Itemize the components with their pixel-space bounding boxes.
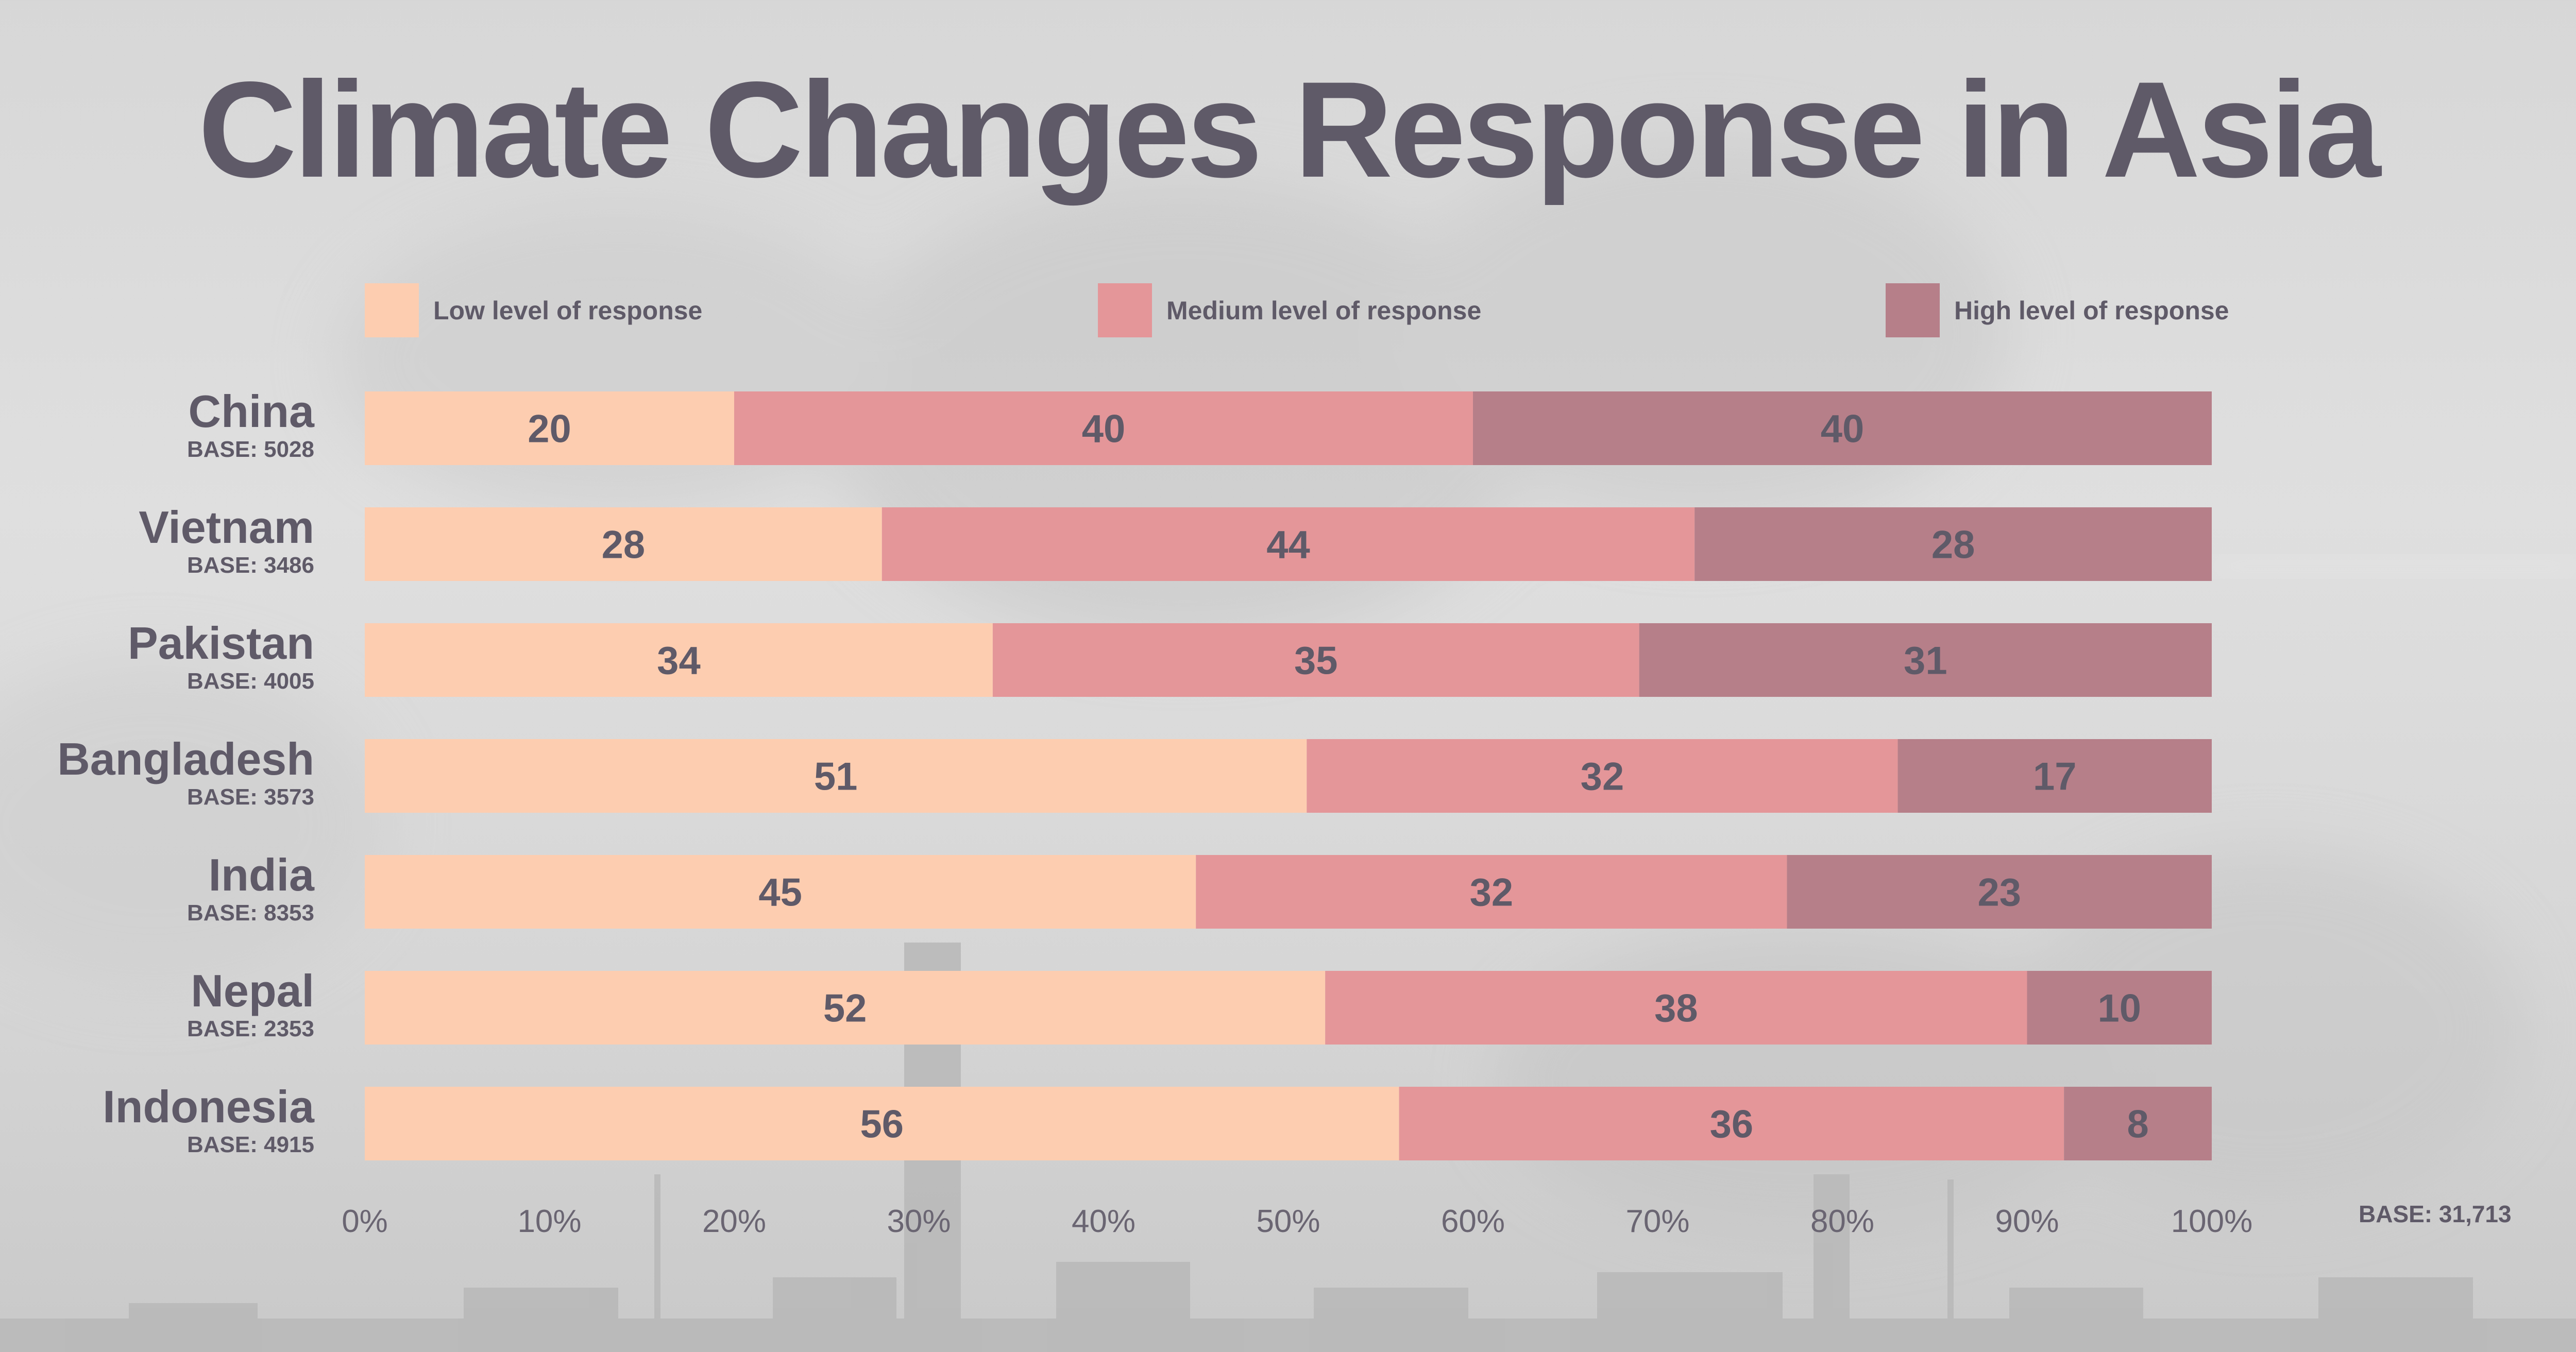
row-label-vietnam: Vietnam BASE: 3486	[139, 505, 314, 577]
row-label-bangladesh: Bangladesh BASE: 3573	[57, 737, 314, 809]
chart-title: Climate Changes Response in Asia	[198, 54, 2381, 206]
bar-value-label: 28	[1931, 523, 1975, 567]
bar-value-label: 34	[657, 639, 701, 683]
bar-value-label: 52	[823, 987, 867, 1031]
bar-value-label: 8	[2127, 1103, 2148, 1146]
country-name: Bangladesh	[57, 733, 314, 784]
bar-segment	[365, 507, 882, 581]
bar-segment	[2064, 1087, 2212, 1160]
x-tick-label: 50%	[1256, 1204, 1320, 1239]
country-base: BASE: 4915	[187, 1132, 314, 1157]
bar-segment	[2027, 971, 2212, 1045]
bar-value-label: 35	[1294, 639, 1338, 683]
country-name: Pakistan	[128, 618, 314, 669]
bar-segment	[1196, 855, 1787, 929]
x-tick-label: 40%	[1072, 1204, 1136, 1239]
country-name: Vietnam	[139, 502, 314, 553]
bar-value-label: 31	[1904, 639, 1947, 683]
bar-value-label: 32	[1581, 755, 1624, 799]
bar-segment	[365, 1087, 1399, 1160]
bar-segment	[1399, 1087, 2064, 1160]
bar-value-label: 23	[1977, 871, 2021, 915]
bar-segment	[1325, 971, 2027, 1045]
legend-swatch-high	[1886, 283, 1940, 337]
legend-item-medium: Medium level of response	[1098, 283, 1481, 337]
bar-value-label: 51	[814, 755, 858, 799]
country-base: BASE: 4005	[187, 669, 314, 694]
legend-label-high: High level of response	[1954, 296, 2229, 325]
row-label-indonesia: Indonesia BASE: 4915	[103, 1084, 314, 1156]
row-label-india: India BASE: 8353	[187, 852, 314, 925]
bar-value-label: 10	[2097, 987, 2141, 1031]
legend-item-high: High level of response	[1886, 283, 2229, 337]
x-tick-label: 0%	[342, 1204, 388, 1239]
bar-value-label: 44	[1266, 523, 1310, 567]
country-name: Indonesia	[103, 1081, 314, 1132]
bar-segment	[1897, 739, 2212, 813]
bar-segment	[365, 391, 734, 465]
bar-value-label: 17	[2033, 755, 2077, 799]
country-base: BASE: 3486	[187, 553, 314, 578]
country-name: India	[208, 849, 314, 900]
bar-value-label: 40	[1082, 407, 1126, 451]
bar-value-label: 40	[1821, 407, 1865, 451]
legend-label-medium: Medium level of response	[1166, 296, 1482, 325]
country-base: BASE: 8353	[187, 900, 314, 926]
x-tick-label: 90%	[1995, 1204, 2059, 1239]
total-base-label: BASE: 31,713	[2359, 1201, 2512, 1227]
country-base: BASE: 3573	[187, 784, 314, 810]
bar-segment	[1694, 507, 2212, 581]
bar-segment	[1639, 623, 2212, 697]
row-label-nepal: Nepal BASE: 2353	[187, 968, 314, 1040]
legend-swatch-low	[365, 283, 419, 337]
bar-segment	[1787, 855, 2212, 929]
x-tick-label: 30%	[887, 1204, 951, 1239]
bar-value-label: 36	[1710, 1103, 1754, 1146]
legend-swatch-medium	[1098, 283, 1152, 337]
bar-segment	[365, 971, 1326, 1045]
x-tick-label: 60%	[1441, 1204, 1505, 1239]
legend-item-low: Low level of response	[365, 283, 702, 337]
row-label-china: China BASE: 5028	[187, 389, 314, 461]
legend-label-low: Low level of response	[433, 296, 703, 325]
country-base: BASE: 5028	[187, 437, 314, 462]
x-tick-label: 20%	[702, 1204, 766, 1239]
bar-value-label: 28	[602, 523, 646, 567]
row-label-pakistan: Pakistan BASE: 4005	[128, 621, 314, 693]
bar-segment	[365, 623, 993, 697]
bar-segment	[365, 739, 1307, 813]
x-tick-label: 80%	[1810, 1204, 1874, 1239]
bar-segment	[1473, 391, 2212, 465]
bar-segment	[882, 507, 1695, 581]
country-name: Nepal	[191, 965, 314, 1016]
x-tick-label: 100%	[2171, 1204, 2253, 1239]
bar-segment	[365, 855, 1196, 929]
bar-value-label: 32	[1470, 871, 1514, 915]
country-name: China	[188, 386, 314, 437]
x-tick-label: 10%	[517, 1204, 581, 1239]
bar-value-label: 38	[1654, 987, 1698, 1031]
bar-segment	[734, 391, 1473, 465]
bar-segment	[992, 623, 1639, 697]
country-base: BASE: 2353	[187, 1016, 314, 1041]
bar-value-label: 56	[860, 1103, 904, 1146]
x-tick-label: 70%	[1625, 1204, 1689, 1239]
bar-value-label: 45	[758, 871, 802, 915]
bar-segment	[1307, 739, 1898, 813]
bar-value-label: 20	[528, 407, 571, 451]
